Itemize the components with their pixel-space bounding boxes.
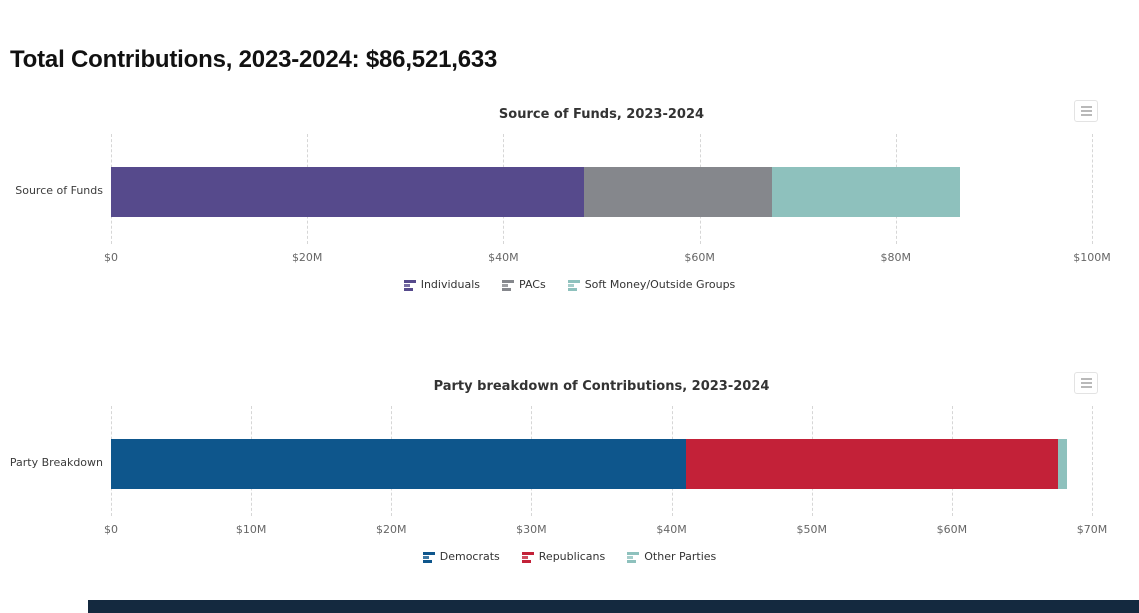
x-axis-tick-label: $80M (880, 251, 912, 264)
x-axis-tick-label: $70M (1076, 523, 1108, 536)
legend-item-soft-money-outside-groups[interactable]: Soft Money/Outside Groups (567, 278, 736, 291)
bar-series-icon (422, 551, 435, 563)
plot-area (111, 134, 1093, 244)
x-axis-tick-label: $40M (488, 251, 519, 264)
category-label: Party Breakdown (9, 456, 103, 469)
bar-series-icon (403, 279, 416, 291)
bar-series-icon (567, 279, 580, 291)
page-title: Total Contributions, 2023-2024: $86,521,… (10, 46, 498, 74)
legend-item-republicans[interactable]: Republicans (521, 550, 606, 563)
x-axis: $0 $20M $40M $60M $80M $100M (104, 251, 1111, 265)
x-axis-tick-label: $40M (656, 523, 687, 536)
x-axis-tick-label: $100M (1073, 251, 1111, 264)
bar-segment-democrats[interactable] (111, 439, 686, 489)
bar-segment-republicans[interactable] (685, 439, 1059, 489)
chart-title: Party breakdown of Contributions, 2023-2… (433, 379, 770, 394)
x-axis-tick-label: $0 (104, 251, 118, 264)
footer-strip (88, 600, 1139, 613)
export-menu-button[interactable] (1074, 372, 1098, 394)
x-axis-tick-label: $50M (796, 523, 827, 536)
stacked-bar (111, 439, 1092, 489)
hamburger-menu-icon (1080, 378, 1092, 388)
bar-series-icon (627, 551, 640, 563)
chart-source-of-funds: Source of Funds, 2023-2024 Source of Fund… (0, 98, 1139, 303)
gridline (1092, 406, 1093, 516)
export-menu-button[interactable] (1074, 100, 1098, 122)
x-axis-tick-label: $10M (235, 523, 267, 536)
legend-label: Individuals (420, 278, 481, 291)
legend-item-democrats[interactable]: Democrats (422, 550, 500, 563)
chart-party-breakdown: Party breakdown of Contributions, 2023-2… (0, 370, 1139, 575)
legend-label: Democrats (439, 550, 500, 563)
category-label: Source of Funds (15, 184, 103, 197)
chart-title: Source of Funds, 2023-2024 (498, 107, 705, 122)
legend-label: Other Parties (644, 550, 717, 563)
plot-area (111, 406, 1093, 516)
bar-series-icon (521, 551, 534, 563)
bar-series-icon (502, 279, 515, 291)
hamburger-menu-icon (1080, 106, 1092, 116)
legend-item-other-parties[interactable]: Other Parties (627, 550, 716, 563)
legend-item-individuals[interactable]: Individuals (403, 278, 481, 291)
bar-segment-pacs[interactable] (583, 167, 773, 217)
legend-label: Republicans (538, 550, 606, 563)
x-axis-tick-label: $20M (291, 251, 323, 264)
x-axis: $0 $10M $20M $30M $40M $50M $60M $70M (104, 523, 1107, 537)
bar-segment-other-parties[interactable] (1058, 439, 1067, 489)
legend-label: PACs (519, 278, 546, 291)
x-axis-tick-label: $60M (684, 251, 715, 264)
x-axis-tick-label: $20M (376, 523, 407, 536)
gridline (1092, 134, 1093, 244)
x-axis-tick-label: $30M (516, 523, 547, 536)
stacked-bar (111, 167, 1092, 217)
x-axis-tick-label: $60M (936, 523, 968, 536)
legend: Individuals PACs Soft Money/Outside Groups (0, 278, 1139, 291)
bar-segment-soft-money-outside-groups[interactable] (772, 167, 960, 217)
legend: Democrats Republicans Other Parties (0, 550, 1139, 563)
legend-item-pacs[interactable]: PACs (502, 278, 546, 291)
bar-segment-individuals[interactable] (111, 167, 584, 217)
x-axis-tick-label: $0 (104, 523, 118, 536)
legend-label: Soft Money/Outside Groups (584, 278, 736, 291)
